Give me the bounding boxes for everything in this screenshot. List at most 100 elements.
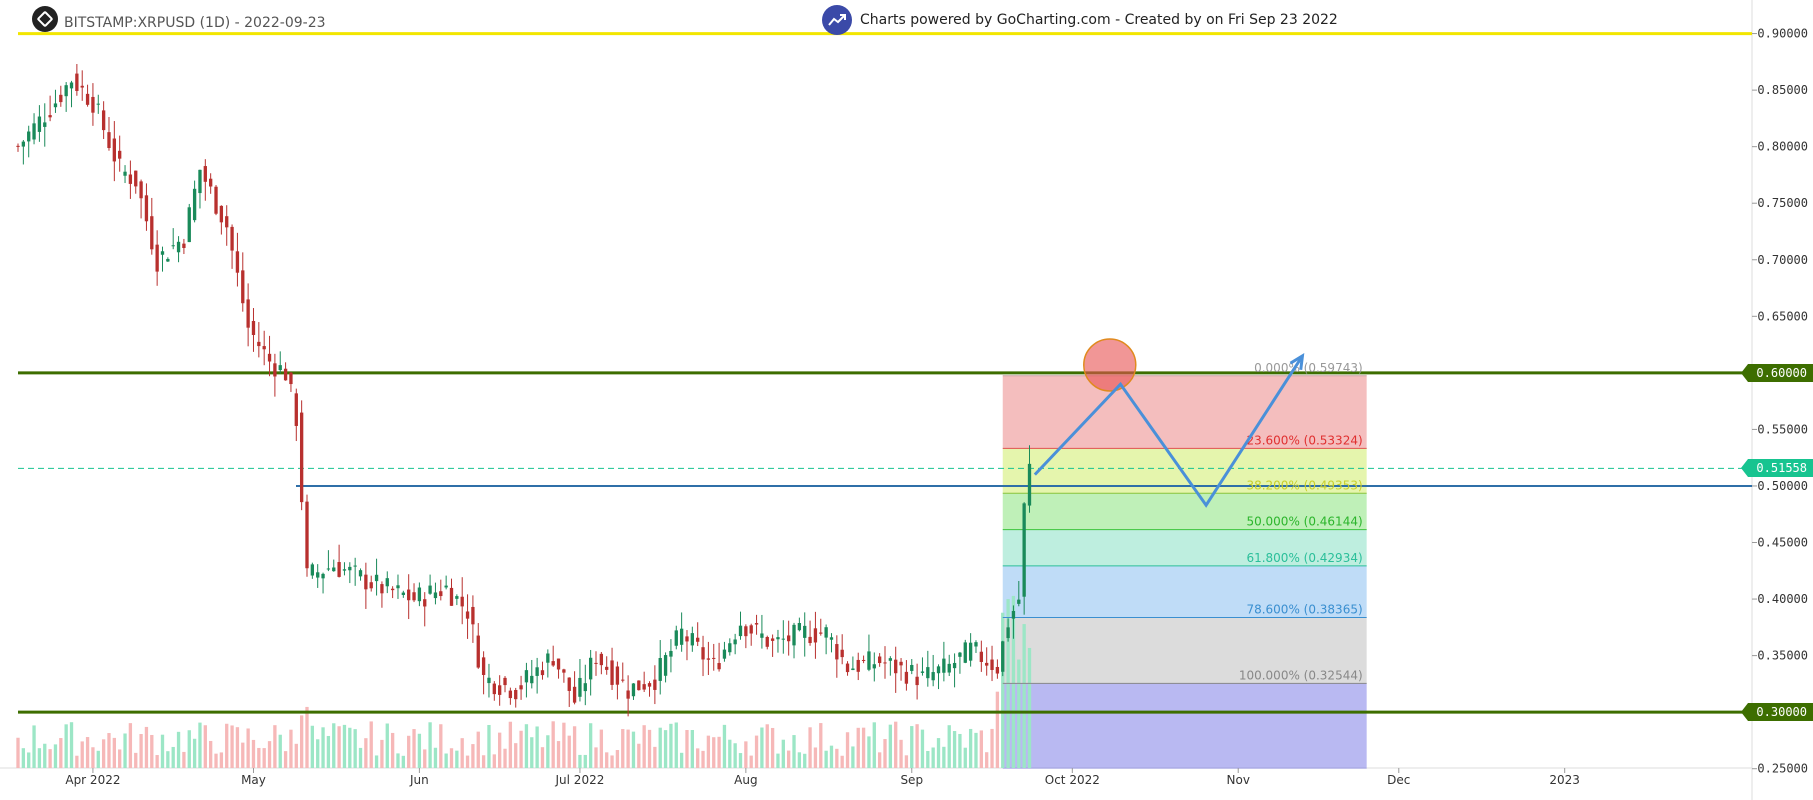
volume-bar — [952, 731, 957, 768]
volume-bar — [835, 748, 839, 768]
candle-body — [728, 643, 732, 653]
volume-bar — [626, 729, 630, 768]
candle-body — [958, 652, 962, 657]
fib-label: 38.200% (0.49353) — [1246, 478, 1362, 492]
volume-bar — [166, 751, 170, 768]
fib-label: 78.600% (0.38365) — [1246, 603, 1362, 617]
volume-bar — [904, 755, 909, 768]
candle-body — [128, 174, 133, 184]
y-tick-label: 0.35000 — [1757, 649, 1808, 663]
candle-body — [722, 649, 727, 659]
volume-bar — [1001, 612, 1005, 768]
volume-bar — [257, 747, 261, 768]
candle-body — [235, 251, 240, 273]
volume-bar — [963, 747, 967, 768]
candle-body — [27, 131, 31, 142]
candle-body — [241, 270, 245, 304]
candle-body — [21, 141, 26, 147]
volume-bar — [685, 730, 689, 768]
candle-body — [974, 642, 978, 647]
candle-body — [209, 178, 213, 187]
candle-body — [348, 566, 352, 571]
volume-bar — [819, 723, 823, 768]
volume-bar — [535, 726, 539, 768]
candle-body — [380, 584, 384, 594]
volume-bar — [770, 727, 775, 768]
candle-body — [701, 647, 705, 660]
volume-bar — [16, 737, 20, 768]
projection-arrowhead — [1289, 353, 1305, 370]
volume-bar — [91, 747, 95, 768]
candle-body — [96, 103, 100, 105]
candle-body — [936, 666, 941, 674]
volume-bar — [717, 736, 721, 768]
volume-bar — [968, 728, 973, 768]
candle-body — [952, 662, 957, 669]
candle-body — [594, 662, 598, 664]
candle-body — [530, 675, 534, 684]
volume-bar — [176, 731, 181, 768]
volume-bar — [610, 755, 614, 768]
candle-body — [198, 169, 202, 194]
volume-bar — [251, 739, 256, 768]
candle-body — [91, 96, 95, 113]
volume-bar — [353, 729, 357, 768]
fib-label: 23.600% (0.53324) — [1246, 433, 1362, 447]
volume-bar — [872, 722, 876, 768]
volume-bar — [578, 754, 582, 768]
x-tick-label: Aug — [734, 773, 757, 787]
y-tick-label: 0.70000 — [1757, 253, 1808, 267]
y-tick-label: 0.80000 — [1757, 140, 1808, 154]
candle-body — [1011, 610, 1016, 619]
candle-body — [112, 138, 116, 162]
candle-body — [171, 245, 175, 247]
volume-bar — [712, 737, 716, 768]
volume-bar — [674, 722, 678, 768]
candle-body — [968, 642, 973, 661]
volume-bar — [235, 727, 240, 768]
candle-body — [631, 683, 636, 697]
volume-bar — [669, 723, 673, 768]
candle-body — [990, 659, 994, 670]
volume-bar — [134, 752, 138, 768]
candle-body — [492, 683, 496, 695]
volume-bar — [32, 725, 36, 768]
candle-body — [48, 115, 52, 118]
candle-body — [765, 636, 769, 647]
volume-bar — [128, 723, 133, 768]
volume-bar — [1022, 624, 1026, 768]
volume-bar — [706, 735, 711, 768]
x-tick-label: Apr 2022 — [65, 773, 120, 787]
volume-bar — [460, 738, 464, 768]
volume-bar — [209, 740, 213, 768]
candle-body — [674, 630, 678, 646]
volume-bar — [449, 748, 454, 768]
volume-bar — [947, 725, 951, 768]
candle-body — [326, 568, 331, 570]
y-tick-label: 0.25000 — [1757, 762, 1808, 776]
candle-body — [321, 573, 325, 579]
candle-body — [867, 651, 871, 670]
candle-body — [770, 638, 775, 641]
candle-body — [75, 73, 79, 91]
candle-body — [16, 145, 20, 147]
volume-bar — [294, 743, 298, 768]
volume-bar — [498, 732, 502, 768]
candle-body — [465, 611, 470, 619]
candle-body — [829, 637, 834, 640]
candle-body — [257, 341, 261, 347]
volume-bar — [85, 737, 90, 768]
target-circle — [1083, 338, 1137, 392]
projection-arrow[interactable] — [1033, 355, 1304, 508]
volume-bar — [364, 738, 368, 768]
candle-body — [310, 564, 315, 576]
volume-bar — [289, 729, 293, 768]
candle-body — [1001, 641, 1005, 672]
volume-bar — [861, 727, 866, 768]
candle-body — [1006, 627, 1010, 639]
volume-bar — [936, 738, 941, 768]
volume-bar — [358, 747, 363, 768]
volume-bar — [974, 732, 978, 768]
candle-body — [883, 662, 887, 664]
